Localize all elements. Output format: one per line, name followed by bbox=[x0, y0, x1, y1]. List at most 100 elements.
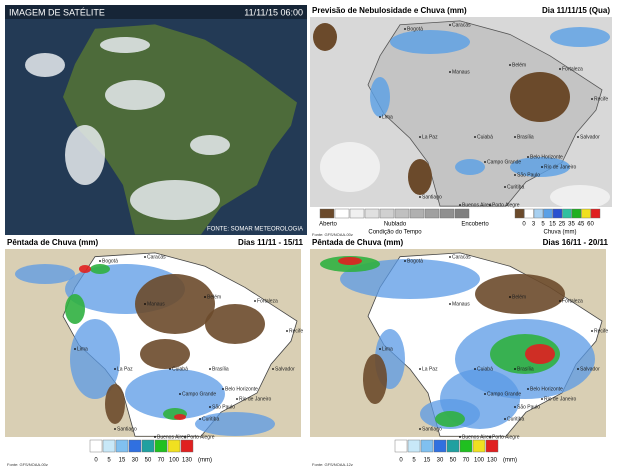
cities: Bogotá Caracas Manaus Belém Fortaleza Recife S… bbox=[379, 254, 608, 440]
condition-swatch bbox=[439, 208, 455, 219]
city-label: Santiago bbox=[117, 426, 137, 432]
legend-swatch bbox=[154, 439, 168, 453]
legend-swatch bbox=[485, 439, 499, 453]
satellite-source: FONTE: SOMAR METEOROLOGIA bbox=[207, 227, 303, 233]
legend-unit: (mm) bbox=[198, 458, 212, 464]
rain-area bbox=[15, 264, 75, 284]
legend-swatch bbox=[433, 439, 447, 453]
legend-tick: 5 bbox=[412, 458, 416, 464]
source: Fonte: GFS/NOAA-12z bbox=[312, 462, 353, 467]
city-dot bbox=[509, 64, 511, 66]
city-dot bbox=[209, 406, 211, 408]
city-label: La Paz bbox=[422, 366, 438, 372]
legend-tick: 15 bbox=[119, 458, 126, 464]
pentad-panel: Pêntada de Chuva (mm) Dias 16/11 - 20/11 B… bbox=[310, 238, 609, 467]
legend-swatch bbox=[459, 439, 473, 453]
city-label: Campo Grande bbox=[487, 391, 521, 397]
city-label: Lima bbox=[382, 114, 393, 120]
rain-area bbox=[338, 257, 362, 265]
city-label: La Paz bbox=[422, 134, 438, 140]
city-dot bbox=[527, 388, 529, 390]
legend-tick: 130 bbox=[182, 458, 193, 464]
forecast-title: Previsão de Nebulosidade e Chuva (mm) bbox=[312, 6, 467, 15]
city-label: Santiago bbox=[422, 194, 442, 200]
city-label: São Paulo bbox=[517, 172, 540, 178]
condition-swatch bbox=[319, 208, 335, 219]
city-label: Santiago bbox=[422, 426, 442, 432]
city-label: Buenos Aires bbox=[157, 434, 187, 440]
city-label: Belém bbox=[207, 294, 221, 300]
legend-tick: 70 bbox=[158, 458, 165, 464]
city-label: Bogotá bbox=[407, 26, 423, 32]
rain-tick: 0 bbox=[522, 222, 526, 228]
city-label: Campo Grande bbox=[487, 159, 521, 165]
city-dot bbox=[591, 98, 593, 100]
legend-tick: 0 bbox=[399, 458, 403, 464]
city-label: Belém bbox=[512, 62, 526, 68]
map: Bogotá Caracas Manaus Belém Fortaleza Recife S… bbox=[310, 249, 608, 440]
city-label: Manaus bbox=[452, 69, 470, 75]
legend-swatch bbox=[141, 439, 155, 453]
legend-tick: 30 bbox=[132, 458, 139, 464]
satellite-date: 11/11/15 06:00 bbox=[244, 7, 303, 17]
city-label: Salvador bbox=[580, 366, 600, 372]
rain-swatch bbox=[533, 208, 544, 219]
city-dot bbox=[509, 296, 511, 298]
legend-swatch bbox=[180, 439, 194, 453]
condition-swatch bbox=[424, 208, 440, 219]
city-label: Campo Grande bbox=[182, 391, 216, 397]
forecast-panel: Previsão de Nebulosidade e Chuva (mm) Di… bbox=[310, 6, 612, 237]
rain-area bbox=[435, 411, 465, 427]
rain-area bbox=[135, 274, 215, 334]
city-dot bbox=[179, 393, 181, 395]
condition-swatch bbox=[379, 208, 395, 219]
legend-tick: 130 bbox=[487, 458, 498, 464]
rain-tick: 45 bbox=[578, 222, 585, 228]
rain-swatch bbox=[552, 208, 563, 219]
legend-tick: 50 bbox=[145, 458, 152, 464]
city-label: Porto Alegre bbox=[187, 434, 215, 440]
city-dot bbox=[404, 260, 406, 262]
condition-swatch bbox=[409, 208, 425, 219]
pentad-date: Dias 11/11 - 15/11 bbox=[238, 238, 303, 247]
city-dot bbox=[489, 204, 491, 206]
legend: 0 5 15 30 50 70 100 130 (mm) bbox=[394, 439, 517, 464]
rain-area bbox=[79, 265, 91, 273]
city-label: Manaus bbox=[147, 301, 165, 307]
city-dot bbox=[591, 330, 593, 332]
city-dot bbox=[559, 300, 561, 302]
city-label: Fortaleza bbox=[562, 66, 583, 72]
city-dot bbox=[419, 428, 421, 430]
city-label: Recife bbox=[594, 328, 608, 334]
rain-swatch bbox=[571, 208, 582, 219]
pentad-panel: Pêntada de Chuva (mm) Dias 11/11 - 15/11 B… bbox=[5, 238, 304, 467]
condition-swatch bbox=[454, 208, 470, 219]
city-label: Caracas bbox=[452, 254, 471, 260]
rain-area bbox=[140, 339, 190, 369]
rain-tick: 25 bbox=[559, 222, 566, 228]
rain-area bbox=[90, 264, 110, 274]
city-dot bbox=[504, 418, 506, 420]
city-dot bbox=[199, 418, 201, 420]
city-dot bbox=[144, 303, 146, 305]
city-label: Recife bbox=[289, 328, 303, 334]
legend-tick: 100 bbox=[474, 458, 485, 464]
city-dot bbox=[209, 368, 211, 370]
city-label: Rio de Janeiro bbox=[239, 396, 271, 402]
pentad-title: Pêntada de Chuva (mm) bbox=[312, 238, 403, 247]
city-dot bbox=[504, 186, 506, 188]
city-label: Cuiabá bbox=[477, 366, 493, 372]
city-dot bbox=[577, 368, 579, 370]
condition-label: Aberto bbox=[319, 222, 337, 228]
city-label: Fortaleza bbox=[562, 298, 583, 304]
city-label: Curitiba bbox=[507, 416, 524, 422]
city-dot bbox=[449, 303, 451, 305]
city-dot bbox=[236, 398, 238, 400]
legend-unit: (mm) bbox=[503, 458, 517, 464]
rain-area bbox=[525, 344, 555, 364]
legend-swatch bbox=[394, 439, 408, 453]
city-label: Cuiabá bbox=[172, 366, 188, 372]
city-dot bbox=[154, 436, 156, 438]
city-dot bbox=[286, 330, 288, 332]
